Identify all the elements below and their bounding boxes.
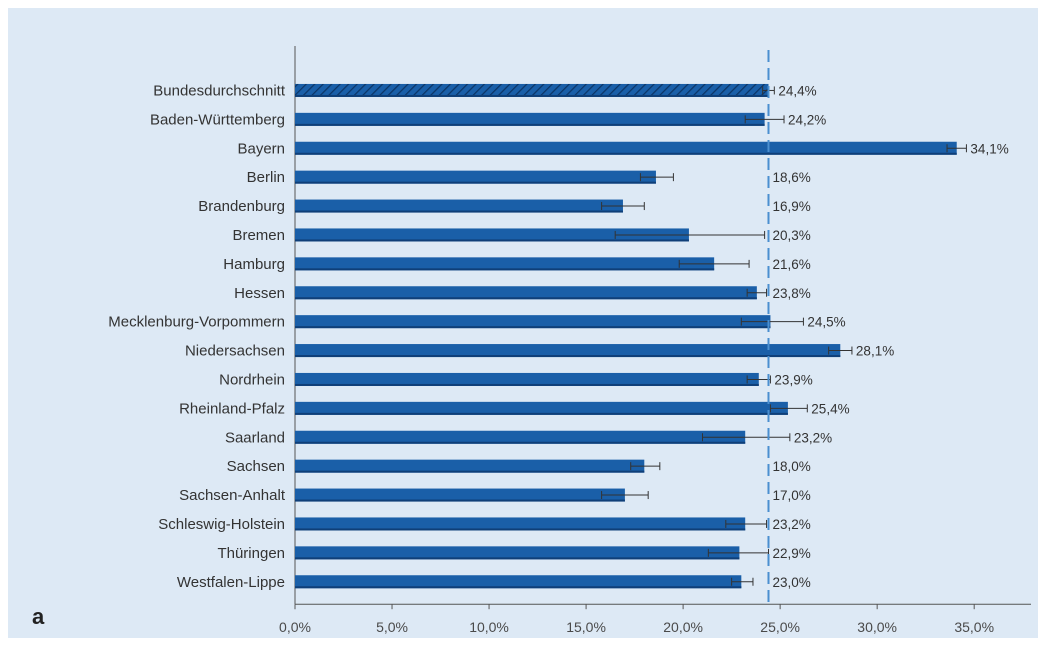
category-label: Saarland <box>225 429 285 446</box>
category-label: Brandenburg <box>198 198 285 215</box>
bar <box>295 199 623 213</box>
bar-shade <box>295 499 625 502</box>
bar <box>295 257 715 271</box>
data-label: 17,0% <box>772 488 810 503</box>
data-label: 24,4% <box>778 83 816 98</box>
x-tick-label: 35,0% <box>954 619 994 635</box>
category-label: Baden-Württemberg <box>150 111 285 128</box>
bar <box>295 459 645 473</box>
data-label: 23,8% <box>772 286 810 301</box>
category-label: Schleswig-Holstein <box>158 516 285 533</box>
bar <box>295 546 740 560</box>
data-label: 16,9% <box>772 199 810 214</box>
bar-shade <box>295 355 841 358</box>
bar <box>295 315 771 329</box>
bar-shade <box>295 383 759 386</box>
category-label: Hamburg <box>223 256 285 273</box>
bar <box>295 488 625 502</box>
bar-chart: 0,0% 5,0% 10,0% 15,0% 20,0% 25,0% 30,0% 35,0% Bu… <box>32 46 1031 635</box>
bar-shade <box>295 181 656 184</box>
bar <box>295 575 742 589</box>
bar <box>295 112 765 126</box>
bar-shade <box>295 470 645 473</box>
bar <box>295 430 746 444</box>
bar <box>295 170 656 184</box>
x-tick-label: 5,0% <box>376 619 408 635</box>
bar <box>295 228 689 242</box>
category-label: Bundesdurchschnitt <box>153 82 286 99</box>
bar-shade <box>295 152 957 155</box>
category-label: Westfalen-Lippe <box>177 574 285 591</box>
category-label: Bayern <box>237 140 285 157</box>
data-label: 28,1% <box>856 344 894 359</box>
category-label: Berlin <box>247 169 285 186</box>
x-tick-label: 10,0% <box>469 619 509 635</box>
bar-shade <box>295 210 623 213</box>
x-tick-label: 25,0% <box>760 619 800 635</box>
category-label: Bremen <box>232 227 285 244</box>
bar-shade <box>295 557 740 560</box>
bar <box>295 372 759 386</box>
data-label: 23,9% <box>774 372 812 387</box>
data-label: 25,4% <box>811 401 849 416</box>
data-label: 18,0% <box>772 459 810 474</box>
panel-letter: a <box>32 604 45 629</box>
data-label: 22,9% <box>772 546 810 561</box>
chart-panel: 0,0% 5,0% 10,0% 15,0% 20,0% 25,0% 30,0% 35,0% Bu… <box>8 8 1038 638</box>
category-label: Niedersachsen <box>185 343 285 360</box>
bar <box>295 517 746 531</box>
bar-shade <box>295 528 746 531</box>
bar-shade <box>295 412 788 415</box>
category-label: Thüringen <box>217 545 285 562</box>
bar-shade <box>295 94 769 97</box>
category-label: Nordrhein <box>219 371 285 388</box>
category-label: Sachsen-Anhalt <box>179 487 286 504</box>
bar-shade <box>295 297 757 300</box>
data-label: 23,2% <box>794 430 832 445</box>
data-label: 23,2% <box>772 517 810 532</box>
category-label: Hessen <box>234 285 285 302</box>
data-label: 34,1% <box>970 141 1008 156</box>
x-tick-label: 0,0% <box>279 619 311 635</box>
bar <box>295 141 957 155</box>
bar <box>295 286 757 300</box>
category-label: Sachsen <box>227 458 285 475</box>
category-label: Rheinland-Pfalz <box>179 400 285 417</box>
data-label: 21,6% <box>772 257 810 272</box>
bar-shade <box>295 441 746 444</box>
bar-shade <box>295 586 742 589</box>
x-tick-label: 20,0% <box>663 619 703 635</box>
x-tick-label: 15,0% <box>566 619 606 635</box>
bar <box>295 83 769 97</box>
bar-shade <box>295 268 715 271</box>
data-label: 24,5% <box>807 315 845 330</box>
bar-shade <box>295 123 765 126</box>
data-label: 24,2% <box>788 112 826 127</box>
bar <box>295 401 788 415</box>
bar <box>295 344 841 358</box>
category-label: Mecklenburg-Vorpommern <box>108 314 285 331</box>
bar-shade <box>295 239 689 242</box>
bar-shade <box>295 326 771 329</box>
data-label: 23,0% <box>772 575 810 590</box>
x-tick-label: 30,0% <box>857 619 897 635</box>
data-label: 20,3% <box>772 228 810 243</box>
data-label: 18,6% <box>772 170 810 185</box>
